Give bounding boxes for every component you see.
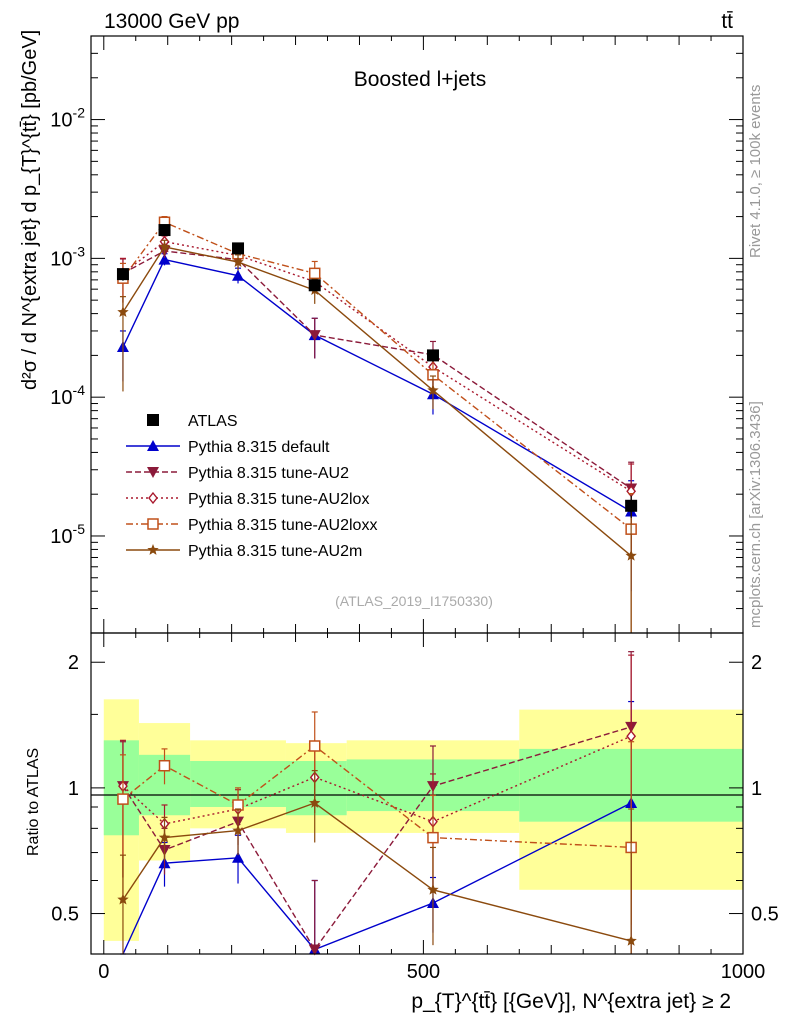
y-tick-label: 10-5 [50, 521, 85, 548]
legend-marker [148, 491, 158, 505]
ratio-point [308, 740, 321, 752]
legend-entry-2: Pythia 8.315 tune-AU2 [126, 465, 349, 482]
y-tick-label: 10-2 [50, 105, 85, 132]
series-line [122, 221, 632, 530]
series-line [122, 258, 632, 513]
data-point [625, 499, 638, 512]
x-tick-label: 500 [407, 961, 440, 983]
main-y-axis-label: d²σ / d N^{extra jet} d p_{T}^{tt̄} [pb/… [19, 30, 41, 390]
data-point [308, 330, 321, 342]
ratio-point [232, 851, 245, 863]
ratio-tick-label-right: 1 [751, 778, 762, 800]
series-5 [117, 239, 637, 633]
ratio-line [122, 745, 632, 849]
series-3 [118, 235, 637, 558]
data-point [158, 253, 171, 265]
ratio-y-axis-label: Ratio to ATLAS [25, 748, 42, 856]
data-point [308, 279, 321, 292]
rivet-version-label: Rivet 4.1.0, ≥ 100k events [747, 84, 764, 258]
legend-label: Pythia 8.315 tune-AU2m [188, 543, 362, 560]
legend-marker [147, 414, 159, 426]
ratio-tick-label-right: 0.5 [751, 904, 779, 926]
main-plot-title: Boosted l+jets [354, 68, 487, 91]
ratio-tick-label-left: 2 [68, 652, 79, 674]
data-point [308, 267, 321, 280]
ratio-line [122, 735, 632, 825]
legend-label: Pythia 8.315 tune-AU2lox [188, 491, 369, 508]
ratio-point [117, 793, 129, 805]
legend-marker [147, 467, 159, 478]
y-tick-label: 10-4 [50, 382, 85, 409]
data-point [426, 349, 439, 362]
legend-entry-3: Pythia 8.315 tune-AU2lox [126, 491, 369, 508]
data-point [158, 240, 171, 252]
data-point [232, 269, 245, 281]
watermark: (ATLAS_2019_I1750330) [335, 593, 493, 609]
ratio-point [232, 824, 244, 836]
data-point [116, 268, 129, 281]
ratio-tick-label-left: 0.5 [51, 904, 79, 926]
legend-marker [147, 440, 159, 451]
ratio-point [158, 831, 171, 843]
series-0 [116, 224, 638, 518]
ratio-point [309, 797, 321, 808]
legend-label: Pythia 8.315 tune-AU2 [188, 465, 349, 482]
series-line [122, 246, 632, 557]
ratio-plot-frame [90, 632, 744, 955]
legend-label: Pythia 8.315 default [188, 439, 330, 456]
ratio-point [427, 883, 439, 895]
data-point [427, 384, 439, 396]
ratio-point [117, 893, 129, 905]
ratio-point [625, 934, 637, 946]
band-green [285, 760, 347, 816]
legend-entry-5: Pythia 8.315 tune-AU2m [126, 543, 362, 560]
ratio-point [427, 831, 439, 844]
legend-entry-1: Pythia 8.315 default [126, 439, 330, 456]
legend-entry-0: ATLAS [147, 413, 238, 430]
x-axis-label: p_{T}^{tt̄} [{GeV}], N^{extra jet} ≥ 2 [411, 990, 731, 1013]
legend-marker [147, 544, 159, 555]
ratio-line [122, 802, 632, 955]
ratio-line [122, 802, 632, 942]
header-process: tt̄ [721, 10, 733, 33]
data-point [117, 306, 129, 317]
legend-label: Pythia 8.315 tune-AU2loxx [188, 517, 377, 534]
legend-marker [147, 518, 159, 530]
legend-label: ATLAS [188, 413, 238, 430]
ratio-line [122, 726, 632, 951]
y-tick-label: 10-3 [50, 243, 85, 270]
data-point [232, 256, 244, 267]
data-point [158, 224, 171, 237]
series-line [122, 250, 632, 490]
ratio-tick-label-right: 2 [751, 652, 762, 674]
x-tick-label: 0 [98, 961, 109, 983]
ratio-point [308, 944, 321, 956]
mcplots-label: mcplots.cern.ch [arXiv:1306.3436] [747, 401, 764, 628]
legend-entry-4: Pythia 8.315 tune-AU2loxx [126, 517, 377, 534]
data-point [625, 549, 637, 561]
ratio-point [158, 759, 171, 772]
header-energy: 13000 GeV pp [104, 10, 239, 33]
ratio-tick-label-left: 1 [68, 778, 79, 800]
main-y-axis-label-text: d²σ / d N^{extra jet} d p_{T}^{tt̄} [pb/… [19, 30, 41, 390]
ratio-series-4 [117, 770, 637, 954]
x-tick-label: 1000 [721, 961, 766, 983]
data-point [232, 242, 245, 255]
